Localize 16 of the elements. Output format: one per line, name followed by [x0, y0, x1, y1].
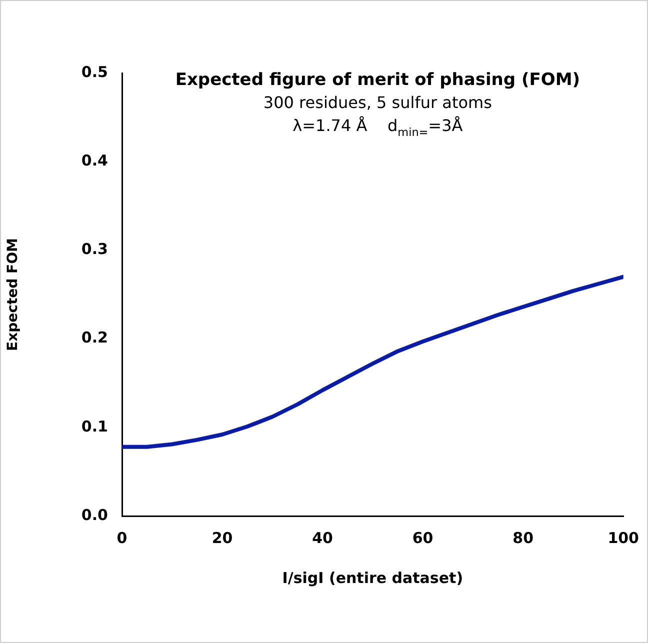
- x-tick-label: 80: [512, 528, 534, 547]
- y-tick-label: 0.1: [81, 417, 108, 436]
- x-tick-label: 20: [212, 528, 233, 547]
- y-tick-label: 0.0: [81, 506, 108, 524]
- y-tick-label: 0.3: [81, 240, 108, 258]
- y-tick-label: 0.2: [81, 328, 108, 347]
- x-tick-label: 0: [116, 528, 128, 547]
- y-tick-label: 0.5: [81, 62, 108, 81]
- text: 300 residues, 5 sulfur atoms: [263, 93, 492, 112]
- chart-title: Expected figure of merit of phasing (FOM): [175, 70, 580, 90]
- y-axis-title: Expected FOM: [5, 238, 22, 351]
- y-tick-label: 0.4: [81, 151, 108, 170]
- x-axis-title: I/sigI (entire dataset): [282, 568, 464, 587]
- x-tick-label: 60: [412, 528, 434, 547]
- x-tick-label: 100: [608, 528, 639, 547]
- x-tick-label: 40: [312, 528, 333, 547]
